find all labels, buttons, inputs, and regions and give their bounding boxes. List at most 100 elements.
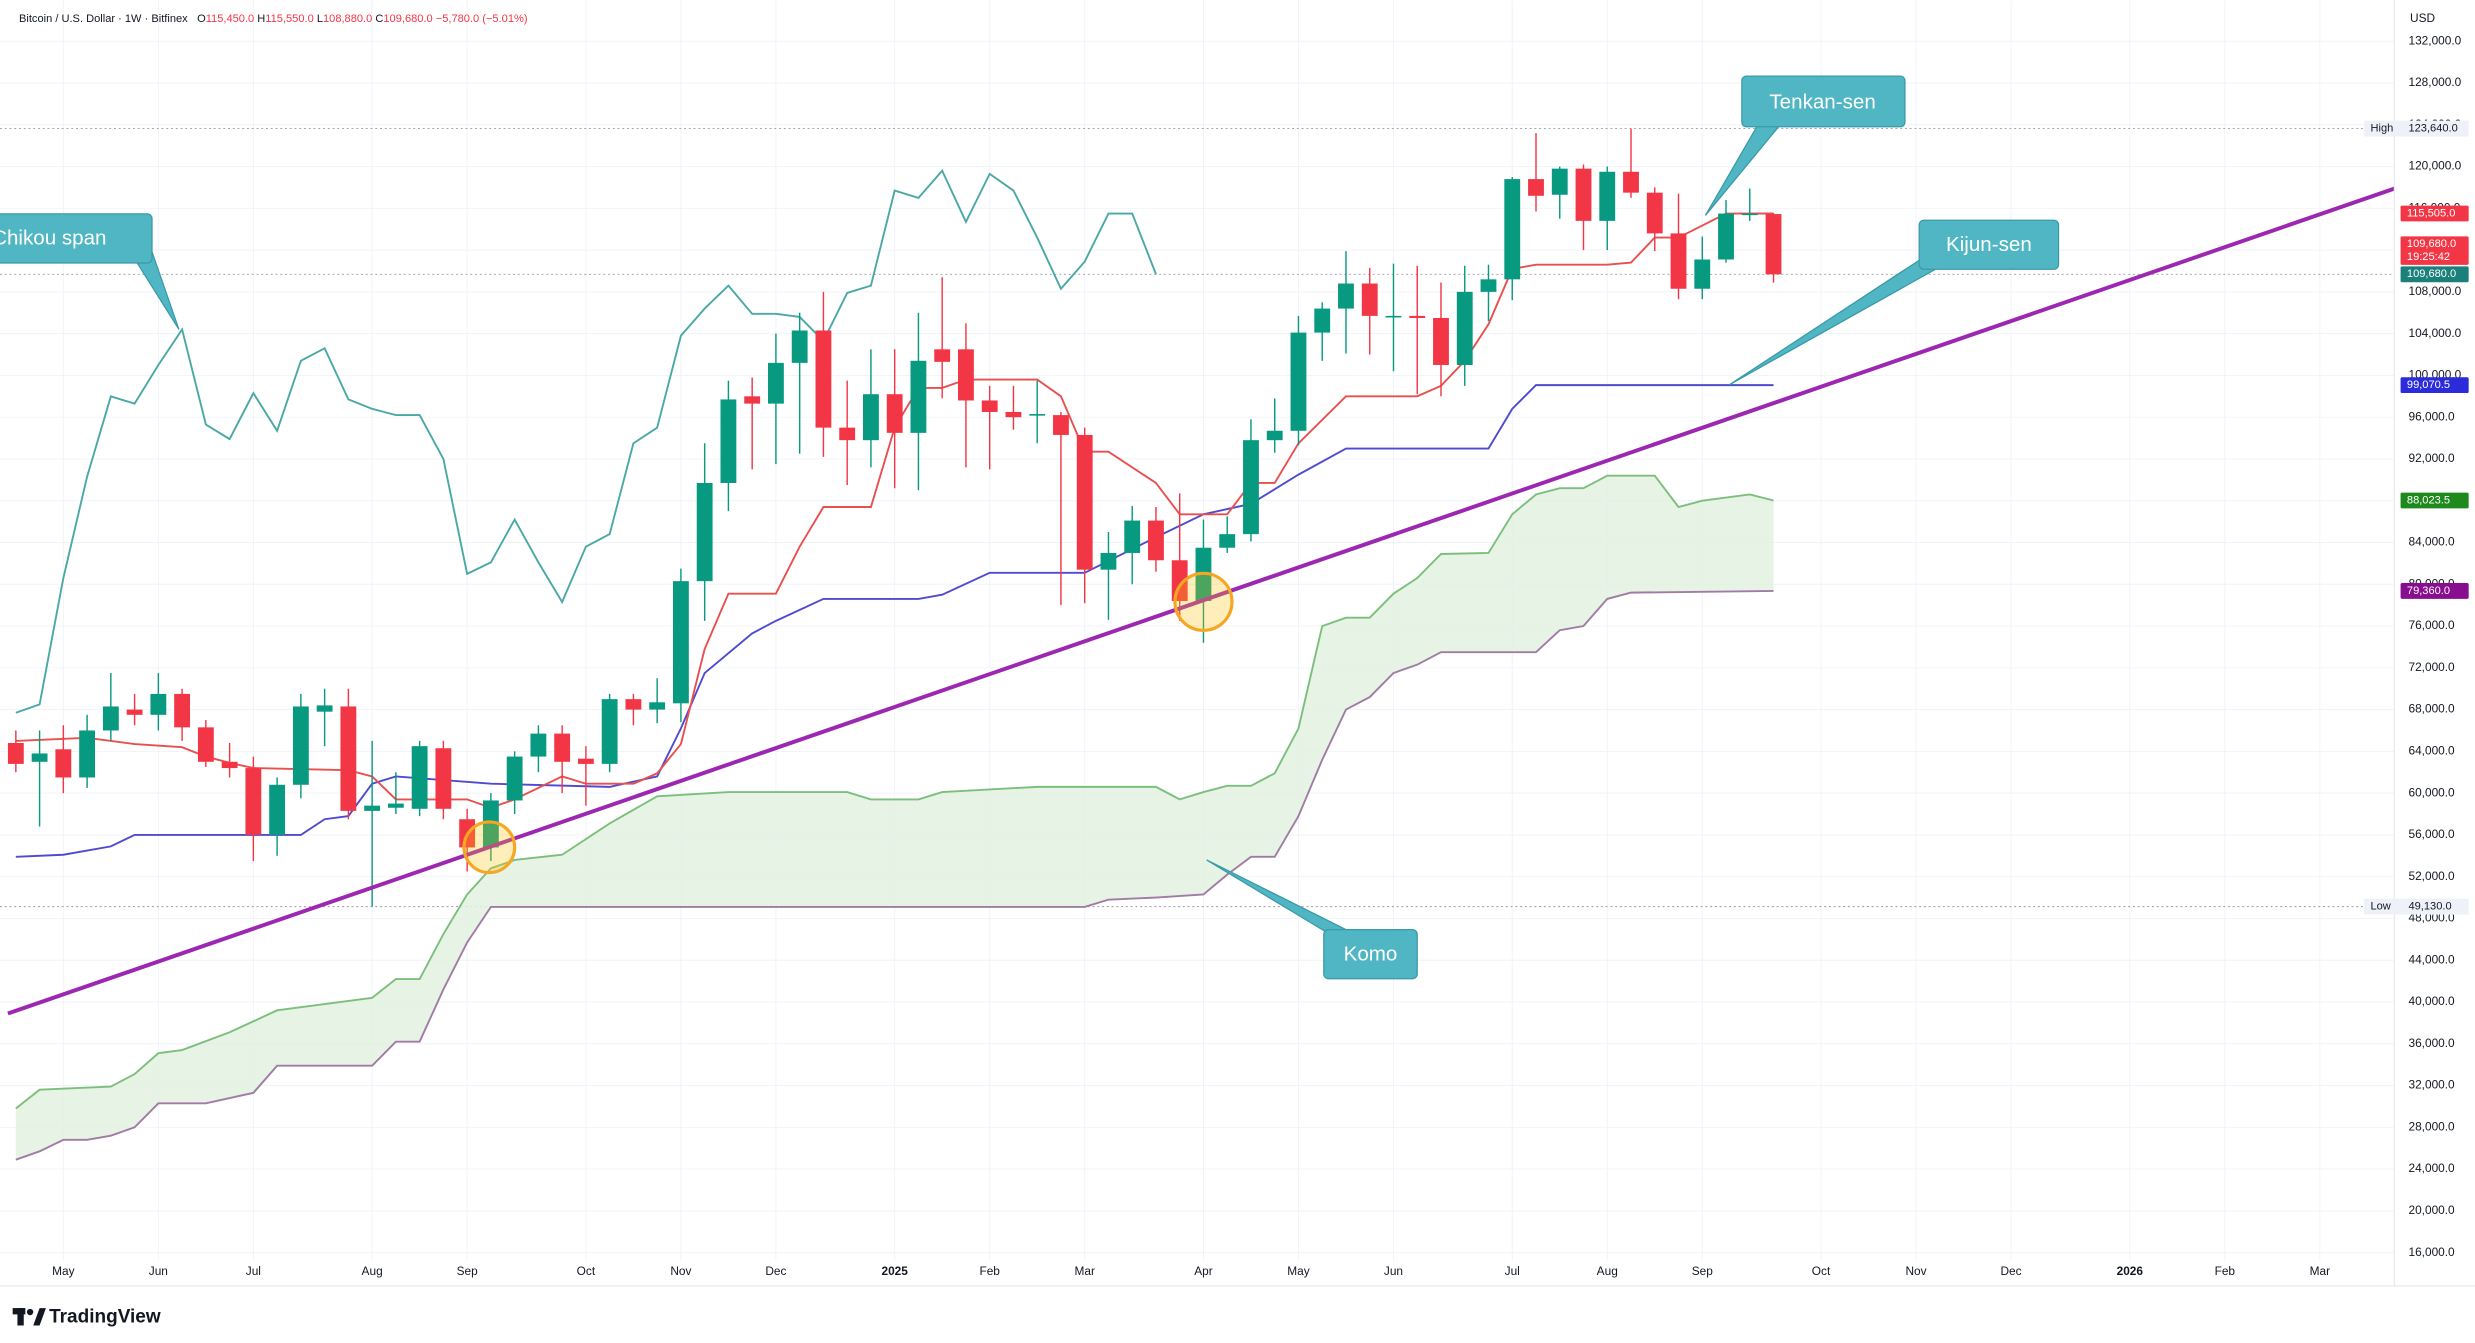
candle-body — [577, 758, 594, 764]
change-label: −5,780.0 (−5.01%) — [436, 13, 528, 25]
price-tags: High 123,640.0 Low 49,130.0 109,680.0 109,680… — [2364, 120, 2469, 915]
candle-body — [1741, 213, 1758, 216]
price-tag-label: 109,680.0 — [2407, 268, 2456, 280]
callout-box — [1323, 928, 1418, 980]
y-tick-label: 84,000.0 — [2408, 535, 2455, 549]
price-tag — [2400, 266, 2469, 283]
candle-body — [174, 693, 191, 728]
span-b-line — [15, 590, 1774, 1161]
ohlc-value: 115,550.0 — [265, 13, 313, 25]
candle-body — [55, 749, 72, 778]
callout-box — [1741, 75, 1906, 128]
candle-body — [1148, 520, 1164, 561]
y-tick-label: 68,000.0 — [2408, 702, 2455, 716]
candle-body — [7, 743, 24, 764]
y-tick-label: 128,000.0 — [2408, 75, 2461, 89]
x-tick-label: Feb — [979, 1264, 1000, 1278]
y-tick-label: 104,000.0 — [2408, 326, 2461, 340]
chikou-line — [15, 169, 1157, 714]
candle-body — [649, 702, 666, 710]
candle-body — [1124, 520, 1141, 553]
candle-body — [1528, 179, 1544, 196]
candle-body — [1314, 308, 1331, 333]
candle-body — [958, 349, 974, 401]
y-tick-label: 44,000.0 — [2408, 952, 2455, 966]
callout-box — [0, 213, 153, 264]
y-tick-label: 56,000.0 — [2408, 827, 2455, 841]
candle-body — [316, 705, 333, 712]
candle-body — [981, 400, 998, 412]
candle-body — [1718, 213, 1734, 260]
y-tick-label: 16,000.0 — [2408, 1245, 2455, 1259]
candle-body — [1646, 192, 1663, 234]
x-tick-label: Dec — [2000, 1264, 2021, 1278]
candle-body — [197, 727, 214, 762]
x-tick-label: Apr — [1194, 1264, 1213, 1278]
candle-body — [696, 482, 713, 582]
candle-body — [1694, 259, 1711, 289]
price-marker-text: Low — [2370, 901, 2391, 913]
x-tick-label: Jun — [149, 1264, 168, 1278]
candle-body — [554, 733, 571, 762]
candle-body — [1290, 332, 1307, 431]
candle-body — [1338, 283, 1354, 309]
candle-body — [1575, 168, 1592, 221]
price-tag — [2400, 377, 2469, 394]
candle-body — [886, 394, 903, 433]
x-tick-label: Sep — [1692, 1264, 1714, 1278]
brand: TradingView — [12, 1307, 161, 1328]
x-tick-label: 2025 — [881, 1264, 908, 1278]
candle-body — [340, 706, 357, 811]
candle-body — [269, 784, 286, 835]
x-tick-label: Feb — [2215, 1264, 2236, 1278]
kijun-line — [15, 384, 1774, 858]
ohlc-key: C — [375, 13, 383, 25]
candle-body — [1623, 171, 1639, 193]
price-marker-text: High — [2370, 122, 2393, 134]
x-tick-label: Aug — [362, 1264, 383, 1278]
price-marker-label: 123,640.0 — [2408, 122, 2457, 134]
x-tick-label: May — [1287, 1264, 1309, 1278]
candle-body — [482, 800, 499, 848]
y-tick-label: 52,000.0 — [2408, 869, 2455, 883]
x-tick-label: Dec — [765, 1264, 786, 1278]
y-tick-label: 92,000.0 — [2408, 451, 2455, 465]
candle-body — [435, 748, 452, 809]
x-tick-label: Jul — [246, 1264, 261, 1278]
ohlc-value: 115,450.0 — [206, 13, 254, 25]
candle-body — [1504, 179, 1521, 280]
legend-title: Bitcoin / U.S. Dollar · 1W · Bitfinex — [19, 13, 188, 25]
candle-body — [221, 761, 238, 769]
span-a-line — [15, 474, 1774, 1110]
x-tick-label: Jun — [1384, 1264, 1403, 1278]
price-tag-label: 79,360.0 — [2407, 585, 2450, 597]
candle-body — [1266, 430, 1283, 441]
y-tick-label: 96,000.0 — [2408, 409, 2455, 423]
annotations: Tenkan-sen Kijun-sen Chikou span Komo — [0, 75, 2060, 980]
highlight-circle — [462, 820, 517, 875]
candle-body — [744, 396, 761, 404]
logo-part — [26, 1308, 34, 1316]
candle-body — [530, 733, 547, 757]
callout-box — [1918, 219, 2060, 270]
annotation-label: Tenkan-sen — [1769, 90, 1875, 113]
candle-body — [1551, 168, 1568, 195]
candle-body — [720, 399, 737, 483]
highlight-circle — [1173, 571, 1234, 632]
annotation-label: Komo — [1344, 942, 1398, 965]
candle-body — [839, 427, 856, 441]
ohlc-key: L — [317, 13, 323, 25]
candle-body — [292, 706, 309, 785]
candle-body — [815, 330, 832, 428]
candle-body — [1029, 414, 1046, 416]
candle-body — [1765, 214, 1782, 275]
candle-body — [863, 394, 879, 441]
price-tag-label: 88,023.5 — [2407, 494, 2450, 506]
y-tick-label: 24,000.0 — [2408, 1161, 2455, 1175]
price-marker-bg — [2364, 120, 2469, 137]
candle-body — [910, 360, 927, 433]
price-axis — [2394, 0, 2475, 1286]
candle-body — [1456, 291, 1473, 365]
y-tick-label: 108,000.0 — [2408, 284, 2461, 298]
